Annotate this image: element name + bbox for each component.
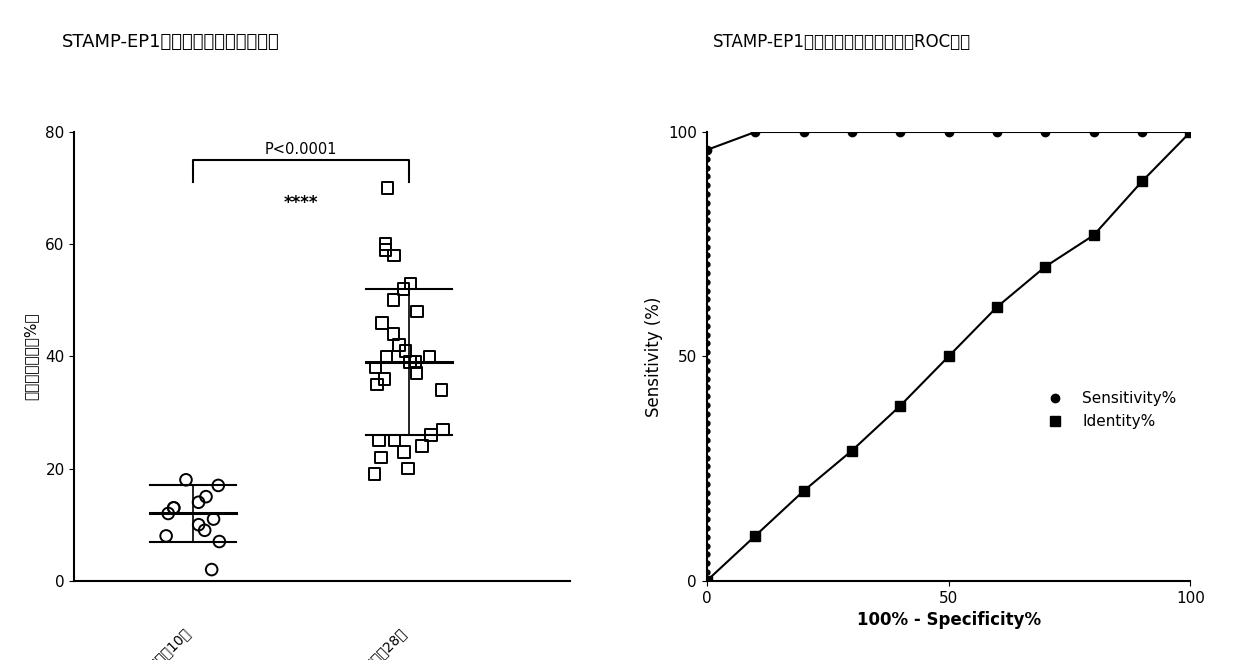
Legend: Sensitivity%, Identity%: Sensitivity%, Identity%	[1033, 385, 1183, 435]
Text: 结直肠癌—实验组（28）: 结直肠癌—实验组（28）	[324, 626, 409, 660]
Identity%	[990, 303, 1004, 311]
Point	[365, 469, 384, 479]
Point	[383, 329, 403, 339]
Point	[164, 503, 184, 513]
Sensitivity%	[1038, 128, 1053, 136]
Point	[433, 424, 453, 434]
Identity%	[1183, 128, 1198, 136]
Sensitivity%	[748, 128, 763, 136]
Point	[419, 351, 439, 362]
Identity%	[1086, 231, 1101, 239]
Point	[396, 346, 415, 356]
Point	[412, 441, 432, 451]
Identity%	[1135, 178, 1149, 185]
Point	[394, 446, 414, 457]
Point	[432, 385, 451, 395]
Sensitivity%	[844, 128, 859, 136]
Line: Identity%: Identity%	[702, 127, 1195, 585]
Point	[195, 525, 215, 536]
Sensitivity%	[893, 128, 908, 136]
Sensitivity%	[796, 128, 811, 136]
Point	[370, 436, 389, 446]
Identity%	[699, 577, 714, 585]
Point	[202, 564, 222, 575]
Y-axis label: 甲基化检测值（%）: 甲基化检测值（%）	[24, 313, 38, 400]
Y-axis label: Sensitivity (%): Sensitivity (%)	[645, 296, 662, 416]
Point	[376, 239, 396, 249]
Point	[401, 279, 420, 289]
Point	[407, 368, 427, 378]
Identity%	[1038, 263, 1053, 271]
Identity%	[748, 532, 763, 540]
Line: Sensitivity%: Sensitivity%	[703, 128, 1194, 154]
Sensitivity%	[1086, 128, 1101, 136]
Point	[371, 452, 391, 463]
Point	[422, 430, 441, 440]
Identity%	[893, 402, 908, 410]
Point	[366, 362, 386, 373]
Point	[384, 250, 404, 261]
Point	[210, 536, 229, 546]
Point	[203, 513, 223, 524]
Sensitivity%	[1135, 128, 1149, 136]
Identity%	[796, 487, 811, 495]
Point	[374, 374, 394, 384]
Text: 癌旁—对照组（10）: 癌旁—对照组（10）	[119, 626, 193, 660]
Point	[164, 503, 184, 513]
Sensitivity%	[941, 128, 956, 136]
Point	[208, 480, 228, 491]
Point	[176, 475, 196, 485]
Text: STAMP-EP1：结直肠癌临床样本检测: STAMP-EP1：结直肠癌临床样本检测	[62, 33, 280, 51]
Point	[196, 491, 216, 502]
Sensitivity%	[1183, 128, 1198, 136]
Point	[394, 284, 414, 294]
Text: ****: ****	[284, 194, 319, 212]
Point	[398, 463, 418, 474]
Point	[389, 340, 409, 350]
Text: P<0.0001: P<0.0001	[264, 143, 337, 157]
Point	[384, 436, 404, 446]
Point	[407, 306, 427, 317]
Point	[188, 519, 208, 530]
Point	[376, 245, 396, 255]
Point	[188, 497, 208, 508]
Point	[383, 295, 403, 306]
Sensitivity%	[990, 128, 1004, 136]
Identity%	[941, 352, 956, 360]
Point	[372, 317, 392, 328]
Point	[399, 356, 419, 367]
Point	[159, 508, 179, 519]
Identity%	[844, 447, 859, 455]
Point	[367, 379, 387, 389]
Point	[156, 531, 176, 541]
Text: STAMP-EP1：结直肠癌临床样本检测ROC曲线: STAMP-EP1：结直肠癌临床样本检测ROC曲线	[713, 33, 971, 51]
Sensitivity%	[699, 146, 714, 154]
Point	[405, 356, 425, 367]
Point	[377, 351, 397, 362]
Point	[378, 183, 398, 193]
X-axis label: 100% - Specificity%: 100% - Specificity%	[857, 611, 1040, 629]
